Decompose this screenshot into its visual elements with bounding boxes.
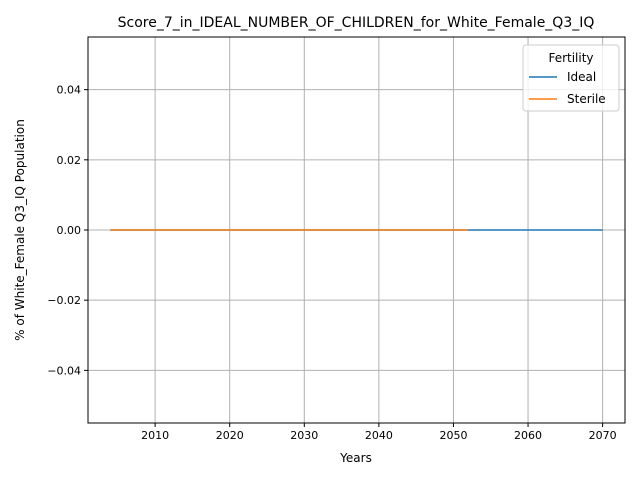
y-axis-label: % of White_Female Q3_IQ Population bbox=[13, 119, 27, 341]
x-tick-label: 2020 bbox=[216, 429, 244, 442]
axis-ticks: 2010 2020 2030 2040 2050 2060 2070 0.04 0.02 0.00… bbox=[47, 84, 616, 442]
legend-title: Fertility bbox=[548, 51, 593, 65]
y-tick-label: −0.04 bbox=[47, 364, 81, 377]
legend-label-sterile: Sterile bbox=[567, 92, 606, 106]
y-tick-label: 0.00 bbox=[57, 224, 82, 237]
x-tick-label: 2070 bbox=[589, 429, 617, 442]
y-tick-label: 0.02 bbox=[57, 154, 82, 167]
legend-box bbox=[522, 44, 620, 112]
x-tick-label: 2060 bbox=[514, 429, 542, 442]
x-tick-label: 2030 bbox=[290, 429, 318, 442]
chart-title: Score_7_in_IDEAL_NUMBER_OF_CHILDREN_for_… bbox=[118, 15, 595, 31]
y-tick-label: 0.04 bbox=[57, 84, 82, 97]
legend-label-ideal: Ideal bbox=[567, 70, 596, 84]
legend: Fertility Ideal Sterile bbox=[522, 44, 620, 112]
x-tick-label: 2010 bbox=[141, 429, 169, 442]
y-tick-label: −0.02 bbox=[47, 294, 81, 307]
x-axis-label: Years bbox=[339, 451, 372, 465]
x-tick-label: 2050 bbox=[439, 429, 467, 442]
x-tick-label: 2040 bbox=[365, 429, 393, 442]
